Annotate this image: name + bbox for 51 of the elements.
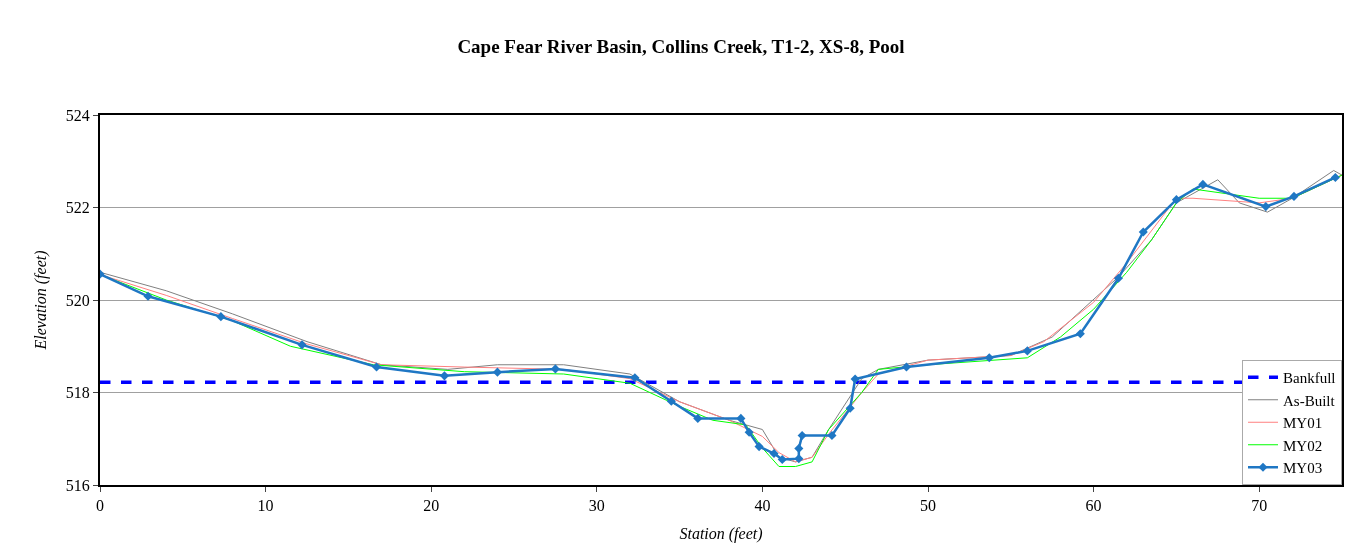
x-tick-label: 10 <box>257 497 274 515</box>
point <box>845 403 855 413</box>
chart-title: Cape Fear River Basin, Collins Creek, T1-2, XS-8, Pool <box>457 35 905 57</box>
y-tick-label: 516 <box>65 476 90 494</box>
point <box>736 413 746 423</box>
x-tick-label: 0 <box>96 497 104 515</box>
point <box>1330 172 1340 182</box>
point <box>492 367 502 377</box>
point <box>1075 329 1085 339</box>
point <box>794 454 804 464</box>
point <box>827 430 837 441</box>
point <box>777 455 787 465</box>
point <box>1113 273 1123 283</box>
x-tick-label: 60 <box>1085 497 1102 515</box>
point <box>439 371 449 381</box>
legend-label: As-Built <box>1283 392 1336 409</box>
legend-label: MY02 <box>1283 437 1323 454</box>
point <box>1138 227 1148 237</box>
point <box>1289 191 1299 201</box>
point <box>1261 202 1271 212</box>
point <box>666 396 676 406</box>
legend-label: MY03 <box>1283 460 1323 477</box>
x-tick-label: 30 <box>588 497 605 515</box>
point <box>797 430 807 441</box>
point <box>901 362 912 372</box>
point <box>693 413 703 423</box>
point <box>1198 179 1208 189</box>
point <box>372 362 382 372</box>
y-tick-label: 518 <box>65 384 90 402</box>
point <box>216 312 226 322</box>
point <box>754 442 764 452</box>
point <box>744 427 754 437</box>
y-tick-label: 522 <box>65 199 90 217</box>
point <box>1022 346 1032 356</box>
y-tick-label: 520 <box>65 291 90 309</box>
y-axis-title: Elevation (feet) <box>32 250 51 351</box>
point <box>1171 195 1181 205</box>
x-tick-label: 20 <box>423 497 440 515</box>
y-tick-label: 524 <box>65 106 90 124</box>
x-tick-label: 70 <box>1251 497 1268 515</box>
point <box>297 340 307 350</box>
legend-label: MY01 <box>1283 415 1323 432</box>
point <box>143 291 153 301</box>
x-axis-title: Station (feet) <box>679 525 763 544</box>
x-tick-label: 40 <box>754 497 771 515</box>
legend-label: Bankfull <box>1283 370 1336 387</box>
point <box>984 353 994 363</box>
point <box>769 449 779 459</box>
x-tick-label: 50 <box>920 497 936 515</box>
point <box>850 374 860 384</box>
point <box>630 373 640 383</box>
